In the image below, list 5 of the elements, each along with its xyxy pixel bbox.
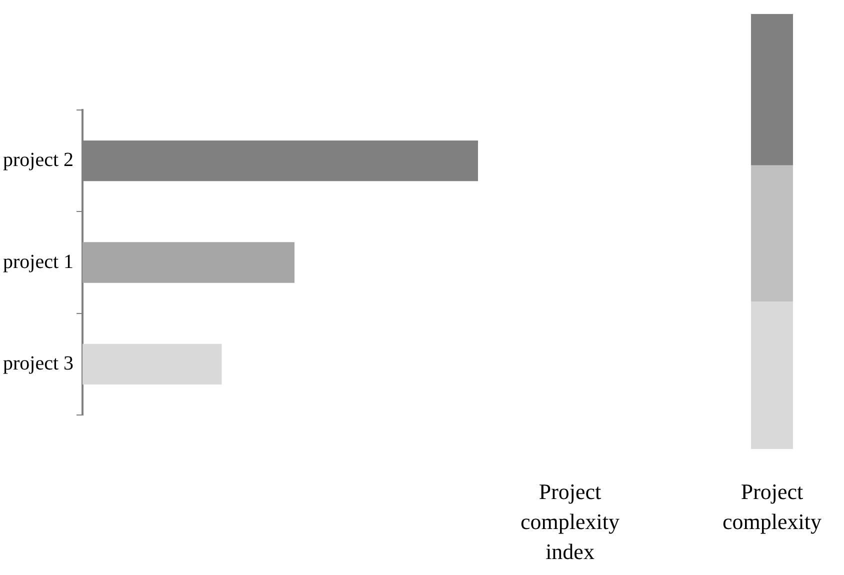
y-tick-label: project 1 — [2, 250, 74, 273]
y-tick-label: project 3 — [2, 352, 74, 374]
x-axis-title: Project complexity index — [520, 478, 620, 564]
x-axis-title: Project complexity — [722, 478, 822, 534]
y-tick-label: project 2 — [2, 149, 74, 172]
